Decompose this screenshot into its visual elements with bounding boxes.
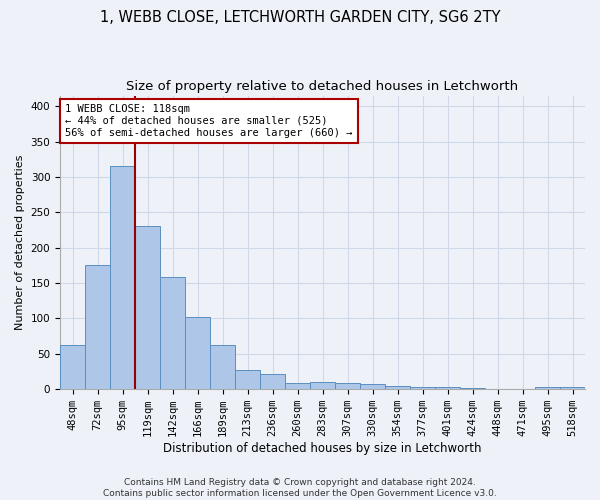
Bar (310, 382, 335, 389)
Bar (260, 374, 285, 389)
Bar (285, 383, 310, 389)
Bar (535, 387, 560, 389)
Bar (110, 166, 135, 389)
Bar (385, 386, 410, 389)
Text: Contains HM Land Registry data © Crown copyright and database right 2024.
Contai: Contains HM Land Registry data © Crown c… (103, 478, 497, 498)
Bar (210, 346, 235, 389)
Bar (410, 387, 435, 389)
Bar (510, 388, 535, 389)
Bar (360, 384, 385, 389)
Bar (460, 388, 485, 389)
Bar (185, 317, 210, 389)
Bar (560, 387, 585, 389)
X-axis label: Distribution of detached houses by size in Letchworth: Distribution of detached houses by size … (163, 442, 482, 455)
Bar (485, 388, 510, 389)
Text: 1 WEBB CLOSE: 118sqm
← 44% of detached houses are smaller (525)
56% of semi-deta: 1 WEBB CLOSE: 118sqm ← 44% of detached h… (65, 104, 353, 138)
Bar (235, 370, 260, 389)
Bar (135, 226, 160, 389)
Bar (60, 346, 85, 389)
Bar (85, 266, 110, 389)
Bar (160, 278, 185, 389)
Text: 1, WEBB CLOSE, LETCHWORTH GARDEN CITY, SG6 2TY: 1, WEBB CLOSE, LETCHWORTH GARDEN CITY, S… (100, 10, 500, 25)
Y-axis label: Number of detached properties: Number of detached properties (15, 154, 25, 330)
Bar (435, 387, 460, 389)
Bar (335, 383, 360, 389)
Title: Size of property relative to detached houses in Letchworth: Size of property relative to detached ho… (127, 80, 518, 93)
